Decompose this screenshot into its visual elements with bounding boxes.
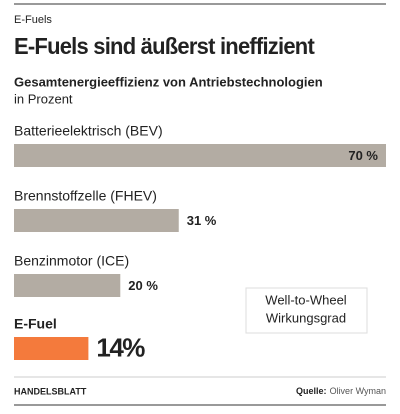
value-label: 70 % (348, 148, 378, 163)
source-name: Oliver Wyman (330, 386, 386, 396)
source-label: Quelle: (296, 386, 327, 396)
source: Quelle: Oliver Wyman (296, 386, 386, 396)
category-label: Benzinmotor (ICE) (14, 253, 129, 269)
category-label: Batterieelektrisch (BEV) (14, 123, 163, 139)
publisher: HANDELSBLATT (14, 386, 87, 396)
chart-title: E-Fuels sind äußerst ineffizient (14, 33, 315, 59)
bar (14, 337, 89, 360)
annotation: Wirkungsgrad (266, 310, 346, 325)
kicker: E-Fuels (14, 14, 52, 26)
bar (14, 144, 386, 167)
subtitle: Gesamtenergieeffizienz von Antriebstechn… (14, 74, 323, 89)
bar (14, 274, 121, 297)
category-label: Brennstoffzelle (FHEV) (14, 188, 157, 204)
bar (14, 209, 179, 232)
annotation-box (245, 287, 368, 334)
unit: in Prozent (14, 91, 73, 106)
category-label: E-Fuel (14, 316, 57, 332)
value-label: 20 % (128, 278, 158, 293)
annotation: Well-to-Wheel (265, 292, 347, 307)
value-label: 14% (96, 332, 145, 362)
value-label: 31 % (187, 213, 217, 228)
